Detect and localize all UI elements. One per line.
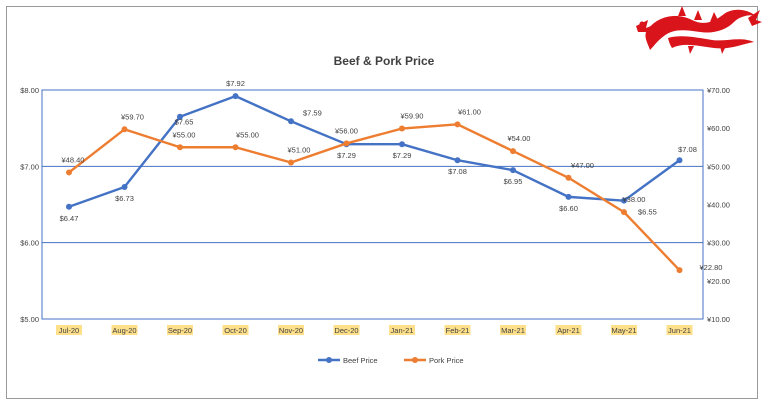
beef-price-data-label: $7.65 bbox=[175, 118, 194, 127]
pork-price-data-label: ¥47.00 bbox=[571, 161, 594, 170]
x-tick-highlight bbox=[333, 325, 360, 335]
y-right-tick-label: ¥40.00 bbox=[707, 201, 730, 210]
y-left-tick-label: $6.00 bbox=[20, 239, 39, 248]
y-left-tick-label: $5.00 bbox=[20, 315, 39, 324]
beef-price-data-label: $7.08 bbox=[448, 167, 467, 176]
x-tick-highlight bbox=[111, 325, 138, 335]
x-tick-label: May-21 bbox=[611, 326, 636, 335]
beef-price-data-label: $7.92 bbox=[226, 79, 245, 88]
plot-area bbox=[41, 89, 704, 320]
beef-price-point bbox=[121, 183, 128, 190]
y-right-tick-label: ¥60.00 bbox=[707, 124, 730, 133]
x-tick-label: Aug-20 bbox=[112, 326, 136, 335]
x-tick-highlight bbox=[222, 325, 249, 335]
beef-price-point bbox=[288, 118, 294, 125]
x-tick-label: Mar-21 bbox=[501, 326, 525, 335]
x-tick-label: Nov-20 bbox=[279, 326, 303, 335]
beef-price-data-label: $6.73 bbox=[115, 194, 134, 203]
x-tick-label: Dec-20 bbox=[334, 326, 358, 335]
pork-price-data-label: ¥55.00 bbox=[173, 130, 196, 139]
beef-price-legend-label: Beef Price bbox=[343, 356, 378, 365]
x-tick-label: Jul-20 bbox=[59, 326, 79, 335]
pork-price-point bbox=[510, 148, 516, 155]
x-tick-label: Feb-21 bbox=[446, 326, 470, 335]
pork-price-point bbox=[565, 174, 572, 181]
beef-price-point bbox=[177, 113, 183, 120]
pork-price-data-label: ¥54.00 bbox=[508, 134, 531, 143]
pork-price-point bbox=[676, 267, 683, 274]
chart-title: Beef & Pork Price bbox=[334, 54, 435, 68]
x-tick-highlight bbox=[666, 325, 693, 335]
x-tick-label: Jun-21 bbox=[668, 326, 691, 335]
red-dragon-logo bbox=[636, 6, 762, 54]
x-tick-highlight bbox=[444, 325, 471, 335]
x-tick-highlight bbox=[555, 325, 582, 335]
beef-price-data-label: $6.95 bbox=[504, 177, 523, 186]
pork-price-data-label: ¥61.00 bbox=[458, 107, 481, 116]
pork-price-line bbox=[68, 123, 681, 271]
pork-price-data-label: ¥59.90 bbox=[401, 112, 424, 121]
pork-price-legend-marker bbox=[412, 357, 418, 363]
pork-price-point bbox=[454, 121, 461, 128]
pork-price-data-label: ¥38.00 bbox=[623, 195, 646, 204]
beef-price-point bbox=[454, 157, 461, 164]
beef-price-data-label: $7.29 bbox=[337, 151, 356, 160]
beef-price-point bbox=[510, 167, 516, 174]
beef-price-data-label: $6.60 bbox=[559, 204, 578, 213]
y-right-tick-label: ¥50.00 bbox=[707, 162, 730, 171]
x-tick-highlight bbox=[389, 325, 415, 335]
beef-price-point bbox=[399, 141, 405, 148]
beef-price-point bbox=[676, 157, 683, 164]
pork-price-point bbox=[177, 144, 183, 151]
beef-price-line bbox=[68, 94, 681, 208]
y-right-tick-label: ¥30.00 bbox=[707, 239, 730, 248]
pork-price-data-label: ¥59.70 bbox=[121, 112, 144, 121]
x-tick-label: Sep-20 bbox=[168, 326, 192, 335]
pork-price-data-label: ¥48.40 bbox=[62, 155, 85, 164]
x-tick-highlight bbox=[611, 325, 637, 335]
x-tick-label: Jan-21 bbox=[391, 326, 414, 335]
beef-price-data-label: $7.08 bbox=[678, 145, 697, 154]
y-left-tick-label: $7.00 bbox=[20, 162, 39, 171]
x-tick-highlight bbox=[167, 325, 193, 335]
beef-price-point bbox=[565, 193, 572, 200]
pork-price-legend-label: Pork Price bbox=[429, 356, 464, 365]
pork-price-point bbox=[343, 140, 350, 147]
y-right-tick-label: ¥70.00 bbox=[707, 86, 730, 95]
pork-price-point bbox=[288, 159, 294, 166]
beef-price-point bbox=[621, 197, 627, 204]
y-right-tick-label: ¥20.00 bbox=[707, 277, 730, 286]
pork-price-data-label: ¥55.00 bbox=[236, 130, 259, 139]
beef-price-point bbox=[232, 93, 239, 100]
y-right-tick-label: ¥10.00 bbox=[707, 315, 730, 324]
beef-price-legend-marker bbox=[326, 357, 332, 363]
pork-price-point bbox=[621, 209, 627, 216]
pork-price-data-label: ¥51.00 bbox=[288, 146, 311, 155]
pork-price-point bbox=[66, 169, 72, 176]
x-tick-label: Apr-21 bbox=[557, 326, 580, 335]
x-tick-highlight bbox=[56, 325, 82, 335]
beef-price-data-label: $7.59 bbox=[303, 108, 322, 117]
beef-price-point bbox=[66, 203, 72, 210]
beef-price-data-label: $7.29 bbox=[393, 151, 412, 160]
y-left-tick-label: $8.00 bbox=[20, 86, 39, 95]
beef-price-data-label: $6.55 bbox=[638, 208, 657, 217]
x-tick-highlight bbox=[500, 325, 526, 335]
pork-price-point bbox=[399, 125, 405, 132]
pork-price-data-label: ¥22.80 bbox=[700, 263, 723, 272]
beef-price-data-label: $6.47 bbox=[60, 214, 79, 223]
pork-price-point bbox=[232, 144, 239, 151]
pork-price-data-label: ¥56.00 bbox=[335, 126, 358, 135]
pork-price-point bbox=[121, 126, 128, 133]
x-tick-label: Oct-20 bbox=[224, 326, 247, 335]
x-tick-highlight bbox=[278, 325, 304, 335]
